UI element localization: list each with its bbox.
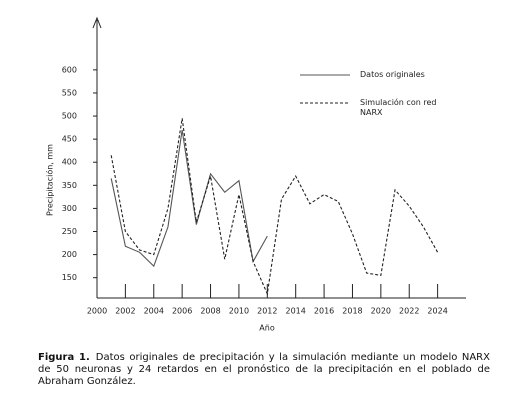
x-tick-label: 2004 [144,307,164,316]
x-tick-label: 2016 [314,307,334,316]
y-tick-label: 350 [62,181,77,190]
x-tick-label: 2024 [427,307,447,316]
x-tick-label: 2000 [87,307,107,316]
y-axis-arrow [92,16,102,29]
y-tick-label: 250 [62,227,77,236]
x-tick-label: 2018 [342,307,362,316]
x-tick-label: 2006 [172,307,192,316]
x-tick-label: 2022 [399,307,419,316]
y-tick-label: 300 [62,204,77,213]
y-tick-label: 200 [62,250,77,259]
x-axis-label: Año [259,324,275,333]
x-tick-label: 2010 [229,307,249,316]
x-tick-label: 2014 [286,307,306,316]
y-tick-label: 150 [62,273,77,282]
series-line [110,118,439,296]
series-line [110,129,268,268]
x-tick-label: 2002 [115,307,135,316]
chart: Año Precipitación, mm 150 200 250 300 350 400… [45,16,466,333]
x-tick-label: 2020 [371,307,391,316]
y-axis-label: Precipitación, mm [45,144,55,216]
legend-label: Datos originales [360,70,425,79]
y-tick-label: 500 [62,112,77,121]
legend-label: Simulación con red NARX [360,98,437,117]
figure-caption: Figura 1. Datos originales de precipitaci… [38,352,490,388]
y-tick-label: 600 [62,65,77,74]
x-tick-label: 2008 [200,307,220,316]
x-tick-label: 2012 [257,307,277,316]
y-tick-label: 450 [62,135,77,144]
y-tick-label: 400 [62,158,77,167]
caption-text: Datos originales de precipitación y la s… [38,352,490,387]
caption-label: Figura 1. [38,352,90,363]
y-tick-label: 550 [62,88,77,97]
